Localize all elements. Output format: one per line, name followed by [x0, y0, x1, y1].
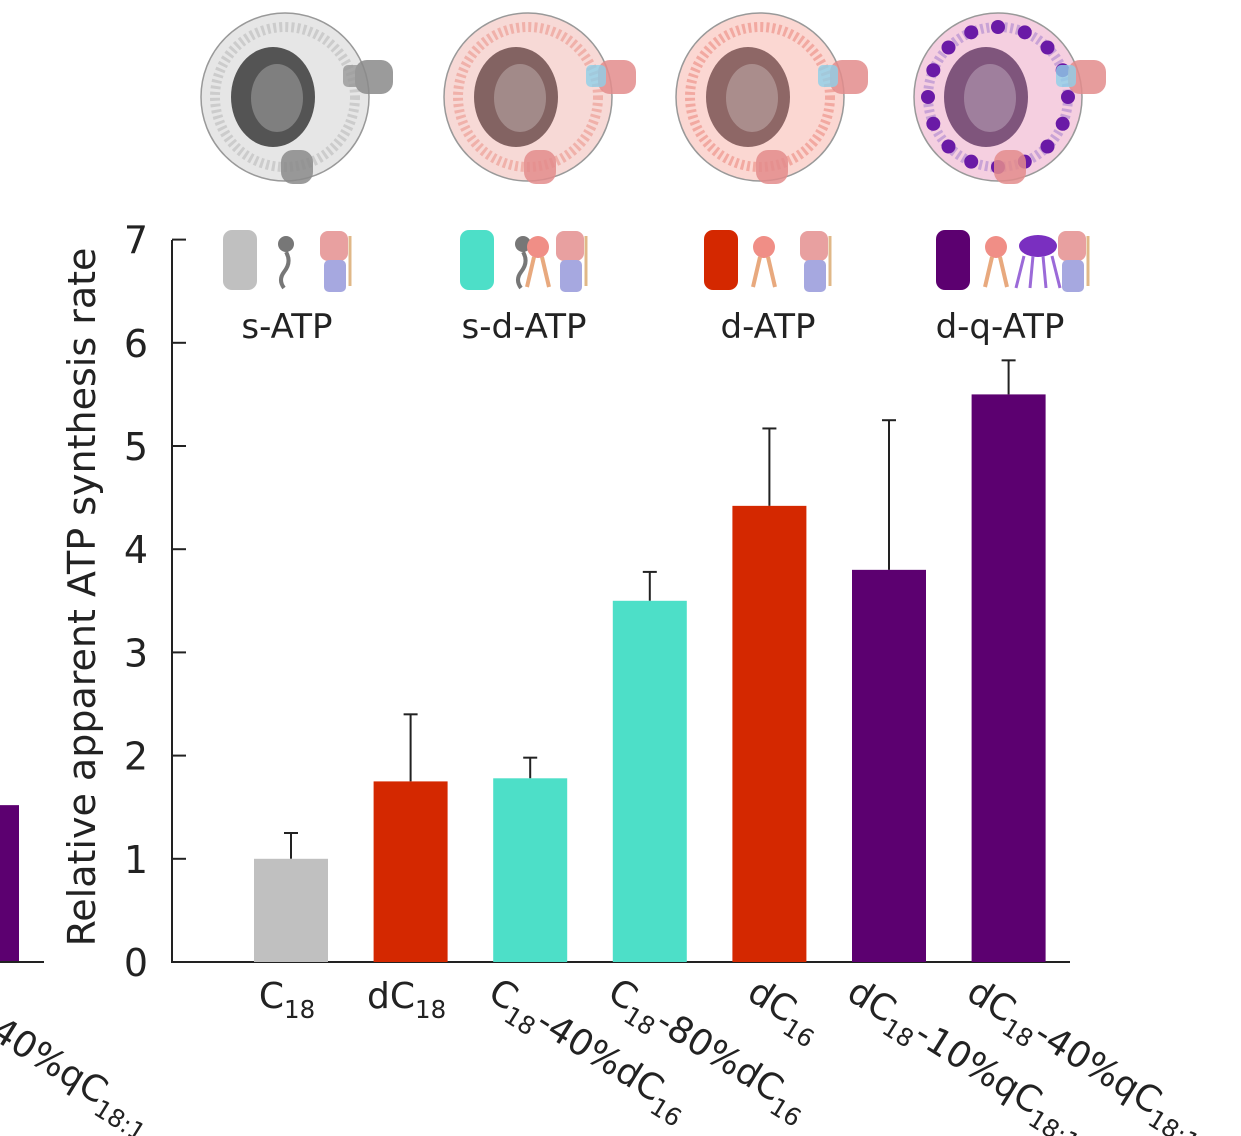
y-tick-label: 6 [124, 322, 148, 366]
legend-entry: s-d-ATP [460, 230, 588, 347]
legend: s-ATP s-d-ATP d-ATP d-q-ATP [223, 230, 1090, 347]
bars [254, 394, 1046, 962]
vesicle-icon [443, 12, 636, 184]
bar [254, 858, 328, 962]
bar [373, 781, 448, 962]
vesicle-icon [200, 12, 393, 184]
lipid-icon [751, 236, 777, 288]
bar [493, 778, 568, 962]
legend-swatch [704, 230, 738, 290]
partial-bar [0, 805, 19, 962]
lipid-icon [983, 235, 1062, 289]
legend-label: d-q-ATP [936, 307, 1065, 347]
legend-entry: d-ATP [704, 230, 832, 347]
legend-swatch [460, 230, 494, 290]
bar [971, 394, 1046, 962]
y-axis-label: Relative apparent ATP synthesis rate [60, 248, 104, 947]
atp-synthase-icon [1058, 231, 1090, 292]
lipid-icon [278, 236, 294, 290]
vesicle-icon [913, 12, 1106, 184]
x-tick-labels: C18 dC18 C18-40%dC16C18-80%dC16dC16dC18-10… [259, 971, 1205, 1136]
atp-synthase-icon [800, 231, 832, 292]
bar [732, 505, 807, 962]
vesicle-illustrations [200, 12, 1106, 184]
y-ticks: 0 1 2 3 4 5 6 7 [124, 219, 186, 985]
bar [852, 569, 926, 962]
y-tick-label: 0 [124, 941, 148, 985]
y-tick-label: 2 [124, 735, 148, 779]
legend-label: s-d-ATP [462, 307, 587, 347]
x-tick-label: C18-40%qC18:1 [0, 973, 161, 1136]
error-bars [284, 359, 1016, 859]
legend-label: s-ATP [241, 307, 332, 347]
y-tick-label: 3 [124, 631, 148, 675]
vesicle-icon [675, 12, 868, 184]
legend-swatch [936, 230, 970, 290]
legend-entry: s-ATP [223, 230, 352, 347]
y-tick-label: 4 [124, 528, 148, 572]
lipid-icon [515, 236, 551, 290]
legend-label: d-ATP [721, 307, 816, 347]
x-tick-label: C18-40%dC16 [478, 971, 697, 1133]
x-tick-label: dC18 [367, 976, 446, 1024]
y-tick-label: 1 [124, 838, 148, 882]
x-tick-label: dC16 [737, 971, 830, 1054]
y-tick-label: 5 [124, 425, 148, 469]
x-tick-label: C18 [259, 976, 315, 1024]
y-tick-label: 7 [124, 219, 148, 263]
legend-entry: d-q-ATP [936, 230, 1090, 347]
atp-synthase-icon [320, 231, 352, 292]
legend-swatch [223, 230, 257, 290]
bar [612, 600, 687, 962]
atp-synthase-icon [556, 231, 588, 292]
